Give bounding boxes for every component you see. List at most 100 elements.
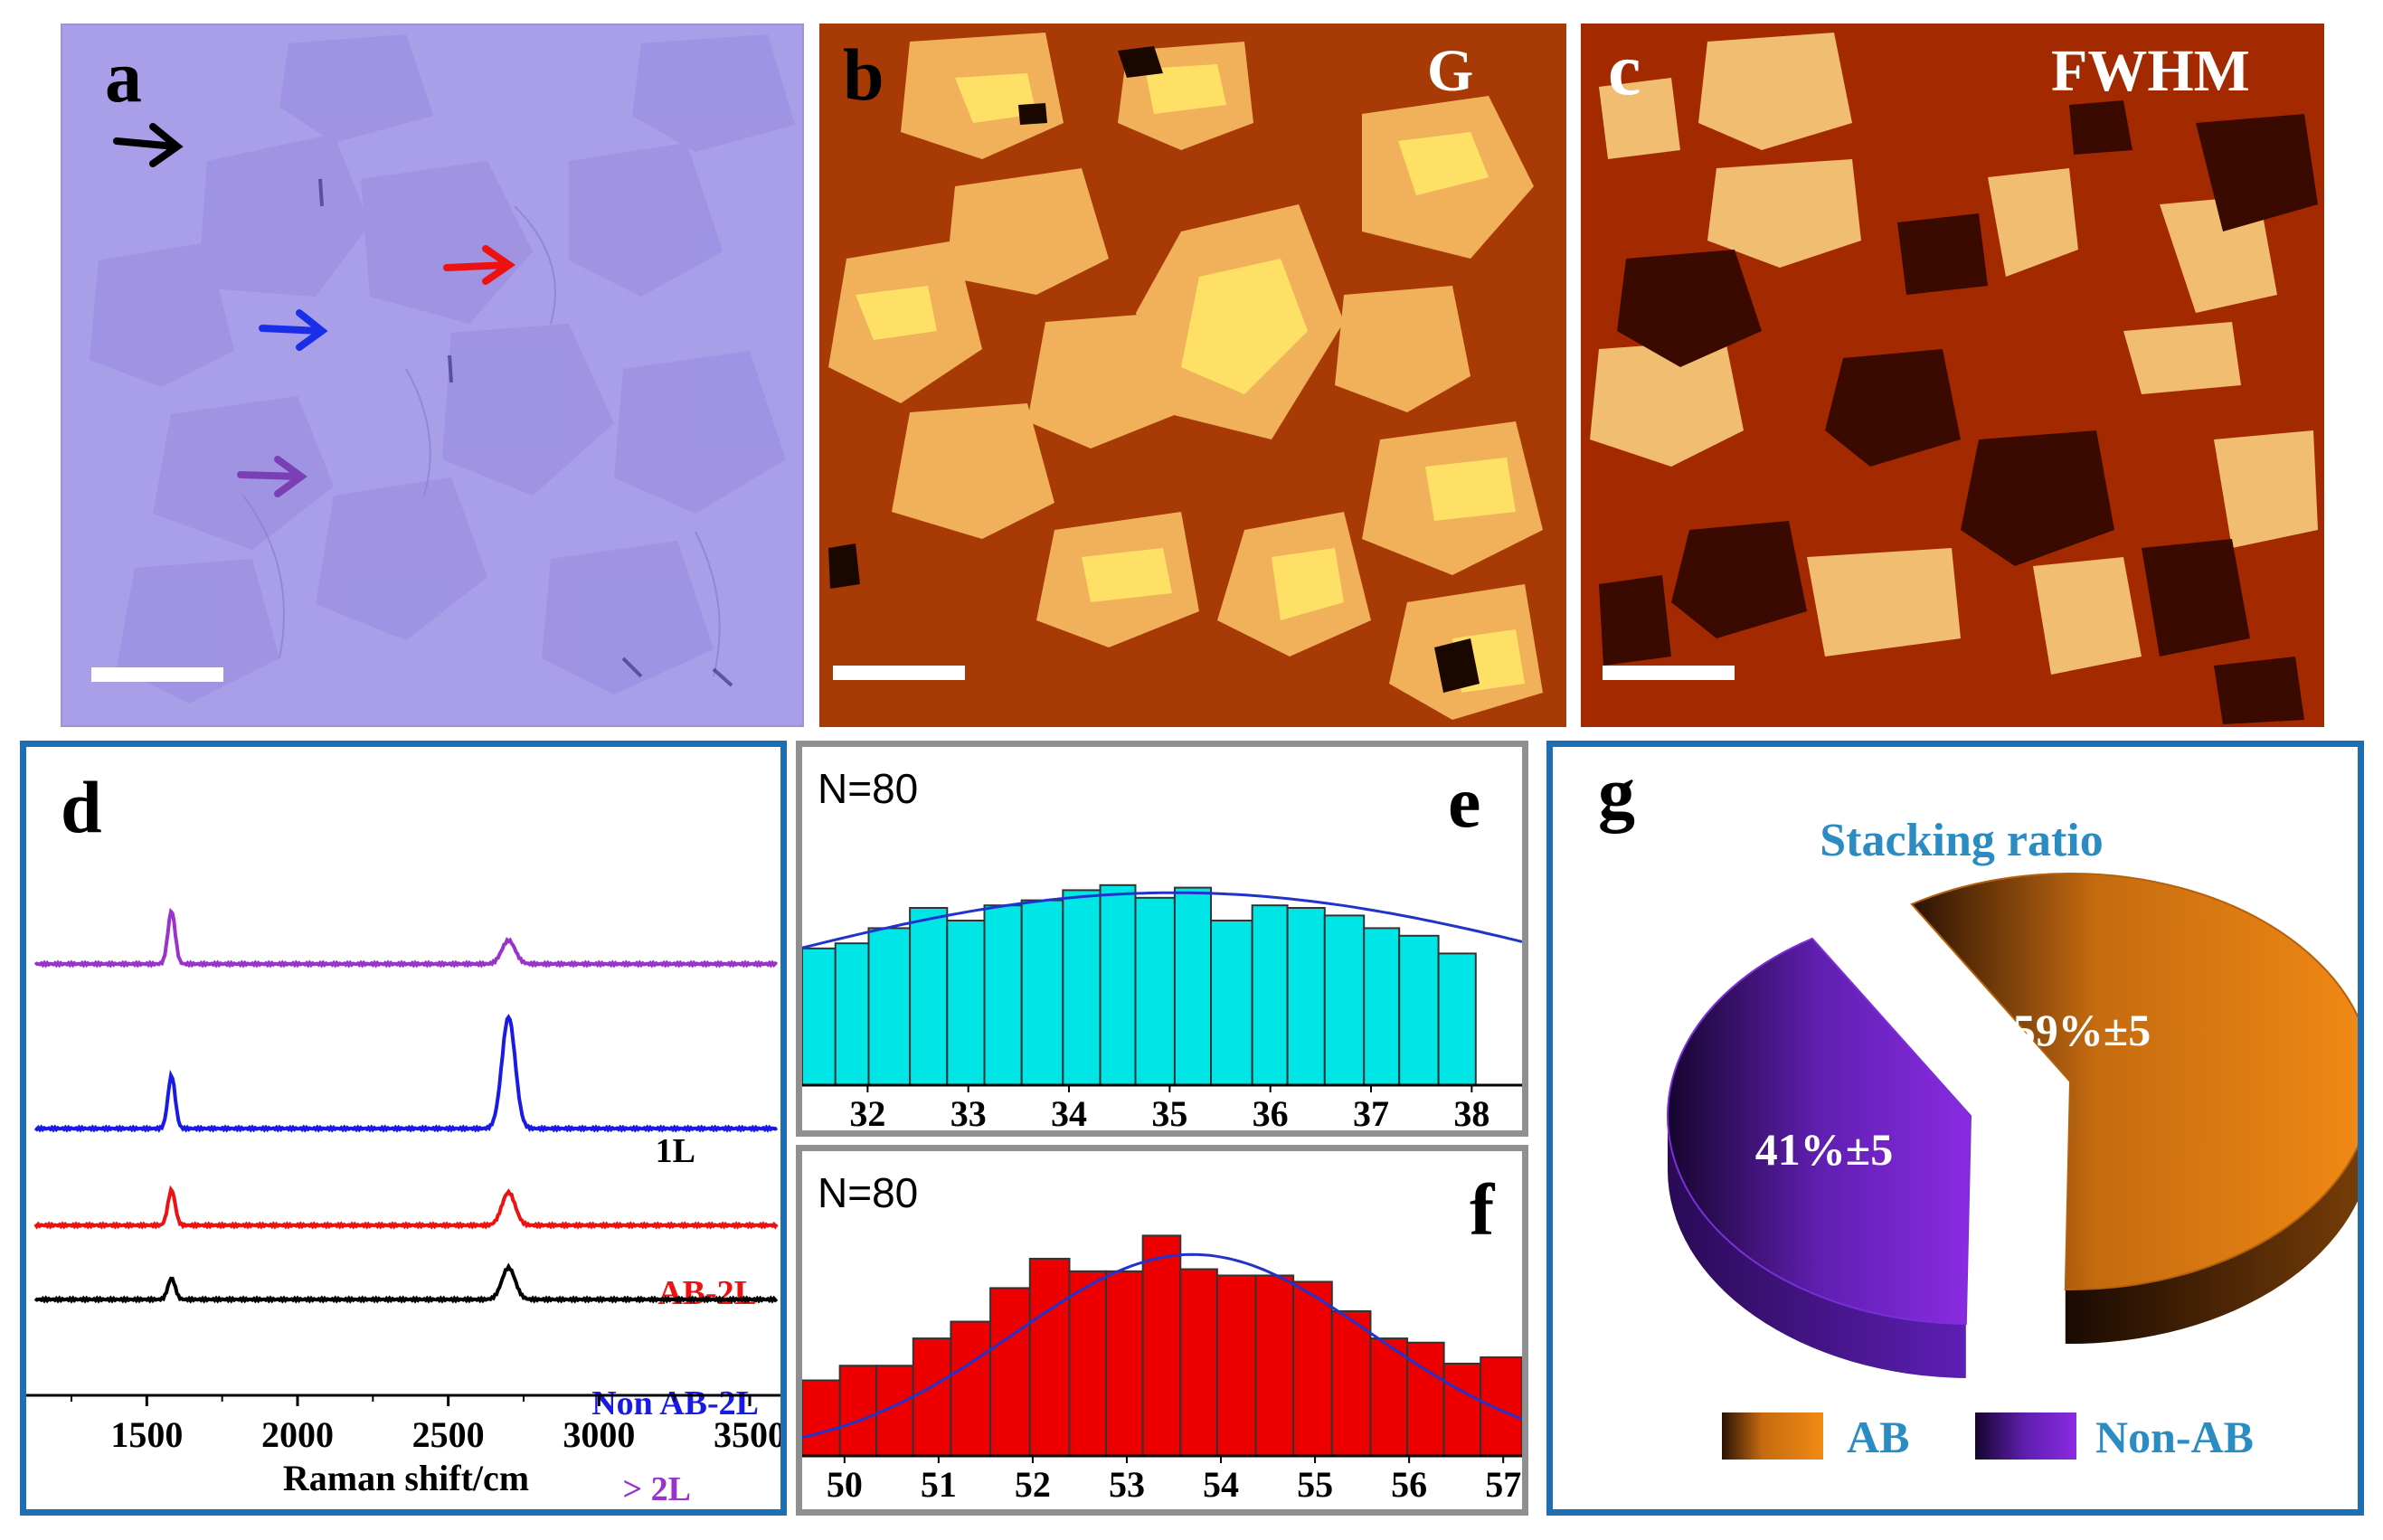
x-tick-label-7: 57 bbox=[1485, 1464, 1521, 1505]
histogram-bar-10 bbox=[1173, 886, 1212, 1086]
panel-g-pie: g Stacking ratio 59%±5 41%±5 AB Non-AB bbox=[1546, 741, 2364, 1516]
histogram-bar-8 bbox=[1099, 883, 1137, 1086]
x-tick-label-2: 2500 bbox=[412, 1414, 485, 1455]
spectrum-label-1: Non AB-2L bbox=[591, 1384, 759, 1422]
histogram-bar-4 bbox=[946, 920, 986, 1086]
x-tick-label-5: 55 bbox=[1297, 1464, 1333, 1505]
histogram-bar-13 bbox=[1286, 907, 1326, 1086]
spectrum-label-2: AB-2L bbox=[657, 1274, 757, 1312]
x-tick-label-3: 3000 bbox=[563, 1414, 635, 1455]
histogram-bar-15 bbox=[1369, 1337, 1409, 1457]
x-tick-label-2: 52 bbox=[1015, 1464, 1051, 1505]
red-arrow bbox=[443, 245, 516, 285]
legend-label-0: AB bbox=[1847, 1412, 1909, 1462]
pie-slice-0 bbox=[1910, 873, 2358, 1290]
panel-a-optical-image: a bbox=[61, 24, 804, 727]
panel-label-d: d bbox=[61, 766, 102, 848]
histogram-bar-11 bbox=[1215, 1274, 1257, 1457]
spectrum-line-1 bbox=[33, 1014, 779, 1133]
x-tick-label-3: 53 bbox=[1109, 1464, 1145, 1505]
x-tick-label-0: 32 bbox=[849, 1093, 885, 1134]
spectrum-line-2 bbox=[33, 1185, 779, 1230]
black-arrow bbox=[113, 123, 184, 167]
histogram-bar-11 bbox=[1209, 920, 1253, 1086]
panel-label-c: c bbox=[1608, 28, 1641, 110]
histogram-bar-17 bbox=[1442, 1362, 1482, 1457]
x-tick-label-1: 33 bbox=[950, 1093, 987, 1134]
panel-b-g-map: b G bbox=[819, 24, 1566, 727]
pie-title: Stacking ratio bbox=[1820, 815, 2103, 866]
pie-slice-side-1 bbox=[1668, 1116, 1966, 1378]
arrows-layer bbox=[113, 123, 516, 497]
legend-label-1: Non-AB bbox=[2095, 1412, 2254, 1462]
purple-arrow bbox=[237, 456, 307, 497]
gaussian-fit-line bbox=[802, 1252, 1522, 1439]
x-tick-label-3: 35 bbox=[1151, 1093, 1187, 1134]
histogram-bar-2 bbox=[867, 927, 912, 1086]
x-tick-label-6: 56 bbox=[1391, 1464, 1427, 1505]
histogram-bar-14 bbox=[1323, 914, 1366, 1086]
panel-label-f: f bbox=[1470, 1168, 1495, 1251]
histogram-bar-6 bbox=[1020, 899, 1064, 1086]
histogram-f-chart: 50 51 52 53 54 55 56 57 N=80 bbox=[802, 1169, 1522, 1505]
histogram-bar-5 bbox=[989, 1287, 1031, 1457]
histogram-bar-8 bbox=[1105, 1270, 1144, 1457]
spectrum-label-0: > 2L bbox=[623, 1470, 692, 1508]
map-label-fwhm: FWHM bbox=[2051, 38, 2250, 104]
histogram-bar-9 bbox=[1141, 1234, 1182, 1458]
raman-chart: > 2L Non AB-2L AB-2L 1L 1500 2000 2500 3000 3500… bbox=[26, 907, 786, 1508]
panel-d-raman-spectra: d > 2L Non AB-2L AB-2L 1L 1500 2000 2500 3000 35… bbox=[20, 741, 787, 1516]
panel-e-histogram: e 32 33 34 35 36 37 38 N=80 bbox=[796, 741, 1528, 1137]
n-count-label: N=80 bbox=[818, 765, 918, 812]
histogram-bar-1 bbox=[834, 942, 870, 1086]
legend-swatch-0 bbox=[1722, 1412, 1823, 1460]
x-tick-label-2: 34 bbox=[1051, 1093, 1087, 1134]
histogram-bar-0 bbox=[802, 1379, 841, 1457]
histogram-bar-7 bbox=[1068, 1270, 1108, 1457]
gaussian-fit-line bbox=[802, 891, 1522, 950]
x-tick-label-1: 51 bbox=[921, 1464, 957, 1505]
panel-label-b: b bbox=[843, 33, 884, 116]
histogram-bar-7 bbox=[1062, 889, 1102, 1086]
panel-f-histogram: f 50 51 52 53 54 55 56 57 N=80 bbox=[796, 1145, 1528, 1516]
histogram-bar-3 bbox=[909, 907, 949, 1086]
x-tick-label-4: 36 bbox=[1253, 1093, 1289, 1134]
optical-flakes bbox=[90, 34, 795, 704]
x-tick-label-4: 3500 bbox=[714, 1414, 786, 1455]
histogram-bar-17 bbox=[1437, 952, 1477, 1086]
scale-bar-c bbox=[1603, 666, 1735, 680]
panel-c-fwhm-map: c FWHM bbox=[1581, 24, 2324, 727]
histogram-bar-12 bbox=[1251, 904, 1289, 1086]
pie-slice-side-0 bbox=[2065, 1147, 2358, 1344]
histogram-e-chart: 32 33 34 35 36 37 38 N=80 bbox=[802, 765, 1522, 1134]
fwhm-map-domains bbox=[1590, 33, 2318, 724]
blue-arrow bbox=[259, 309, 328, 351]
histogram-bar-16 bbox=[1398, 934, 1440, 1086]
pie-chart: Stacking ratio 59%±5 41%±5 AB Non-AB bbox=[1667, 815, 2358, 1462]
histogram-bar-0 bbox=[802, 947, 837, 1086]
pie-slice-label-1: 41%±5 bbox=[1755, 1124, 1893, 1175]
spectrum-label-3: 1L bbox=[656, 1132, 695, 1170]
histogram-bar-6 bbox=[1028, 1257, 1071, 1457]
x-axis-title: Raman shift/cm bbox=[283, 1458, 529, 1498]
histogram-bar-12 bbox=[1254, 1274, 1295, 1457]
x-tick-label-6: 38 bbox=[1453, 1093, 1489, 1134]
x-tick-label-0: 1500 bbox=[110, 1414, 183, 1455]
histogram-bar-15 bbox=[1363, 927, 1401, 1086]
spectrum-line-3 bbox=[33, 1262, 779, 1304]
scale-bar-a bbox=[91, 667, 223, 682]
histogram-bar-9 bbox=[1134, 896, 1176, 1086]
pie-slice-1 bbox=[1667, 937, 1972, 1325]
legend-swatch-1 bbox=[1975, 1412, 2076, 1460]
scale-bar-b bbox=[833, 666, 965, 680]
x-tick-label-1: 2000 bbox=[261, 1414, 334, 1455]
histogram-bar-3 bbox=[912, 1337, 952, 1457]
panel-label-g: g bbox=[1598, 751, 1635, 834]
x-tick-label-0: 50 bbox=[827, 1464, 863, 1505]
map-label-g: G bbox=[1427, 38, 1474, 104]
histogram-bar-1 bbox=[838, 1365, 878, 1458]
histogram-bar-5 bbox=[983, 904, 1023, 1086]
x-tick-label-5: 37 bbox=[1353, 1093, 1389, 1134]
x-tick-label-4: 54 bbox=[1203, 1464, 1239, 1505]
pie-slice-label-0: 59%±5 bbox=[2013, 1005, 2151, 1055]
